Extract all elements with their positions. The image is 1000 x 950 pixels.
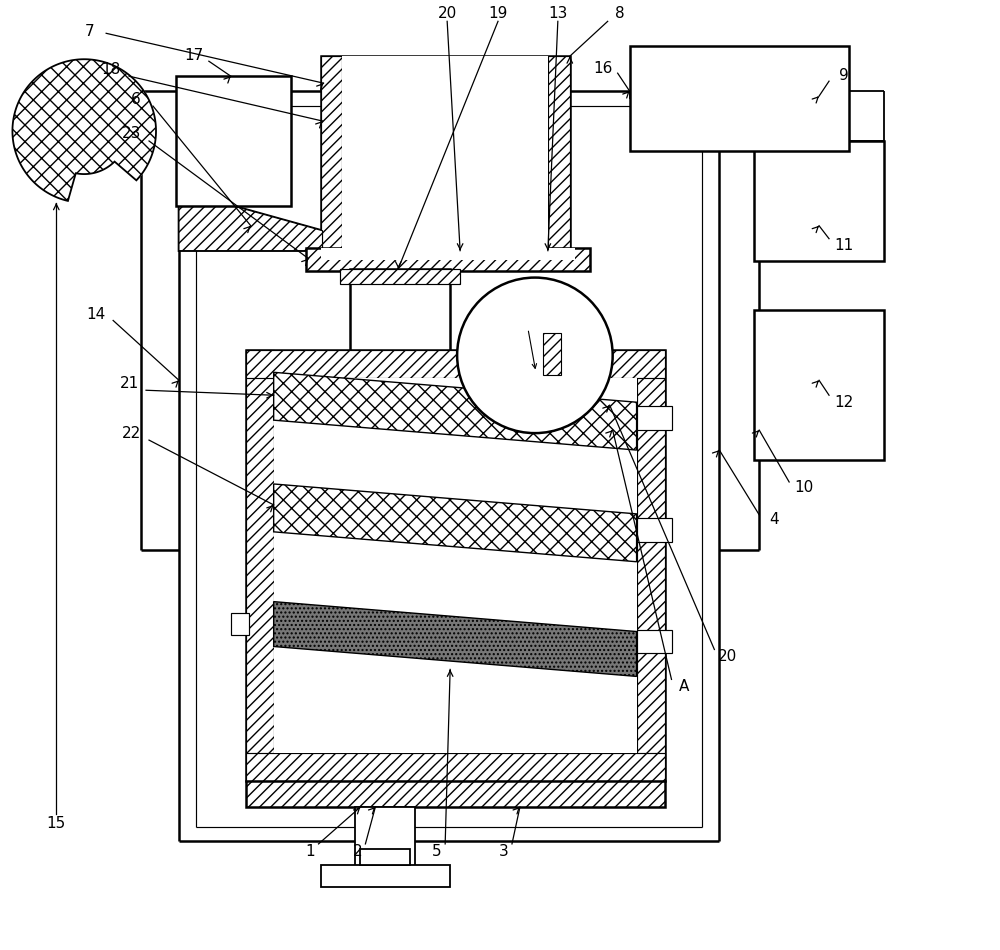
Text: 20: 20 bbox=[718, 649, 737, 664]
Text: 8: 8 bbox=[615, 6, 624, 21]
Bar bbox=[321, 56, 570, 251]
Bar bbox=[360, 849, 410, 865]
Polygon shape bbox=[179, 191, 323, 251]
Bar bbox=[630, 47, 849, 151]
Polygon shape bbox=[179, 191, 323, 251]
Bar bbox=[231, 613, 249, 635]
Polygon shape bbox=[12, 59, 156, 202]
Bar bbox=[274, 378, 637, 753]
Bar bbox=[637, 407, 672, 430]
Text: 7: 7 bbox=[84, 24, 94, 39]
Bar bbox=[176, 76, 291, 206]
Bar bbox=[548, 56, 570, 251]
Bar bbox=[342, 56, 548, 251]
Text: 17: 17 bbox=[184, 48, 204, 63]
Text: 4: 4 bbox=[769, 512, 779, 527]
Text: 11: 11 bbox=[834, 238, 854, 253]
Text: 21: 21 bbox=[119, 376, 139, 390]
Text: 19: 19 bbox=[488, 6, 508, 21]
Polygon shape bbox=[274, 372, 637, 450]
Bar bbox=[321, 56, 342, 251]
Bar bbox=[355, 808, 415, 866]
Polygon shape bbox=[274, 601, 637, 676]
Bar bbox=[637, 518, 672, 541]
Bar bbox=[340, 269, 460, 283]
Text: 16: 16 bbox=[593, 61, 612, 76]
Bar bbox=[246, 351, 665, 781]
Text: 10: 10 bbox=[794, 481, 814, 496]
Text: 14: 14 bbox=[87, 307, 106, 322]
Text: 18: 18 bbox=[102, 62, 121, 77]
Text: 9: 9 bbox=[839, 67, 849, 83]
Text: 2: 2 bbox=[353, 845, 362, 860]
Text: 3: 3 bbox=[499, 845, 509, 860]
Text: 23: 23 bbox=[121, 125, 141, 141]
Bar bbox=[306, 248, 590, 271]
Text: A: A bbox=[679, 679, 690, 694]
Polygon shape bbox=[274, 484, 637, 561]
Text: 22: 22 bbox=[121, 426, 141, 441]
Bar bbox=[321, 864, 450, 886]
Bar bbox=[246, 781, 665, 808]
Text: 13: 13 bbox=[548, 6, 568, 21]
Polygon shape bbox=[12, 59, 156, 201]
Bar bbox=[637, 630, 672, 654]
Text: 5: 5 bbox=[432, 845, 442, 860]
Text: 20: 20 bbox=[438, 6, 457, 21]
Bar bbox=[321, 248, 575, 259]
Polygon shape bbox=[12, 59, 156, 201]
Bar bbox=[754, 141, 884, 260]
Text: 1: 1 bbox=[306, 845, 315, 860]
Bar bbox=[246, 351, 665, 378]
Bar bbox=[350, 269, 450, 351]
Bar bbox=[246, 351, 274, 781]
Bar bbox=[543, 333, 561, 375]
Circle shape bbox=[457, 277, 613, 433]
Bar bbox=[246, 753, 665, 781]
Bar bbox=[637, 351, 665, 781]
Text: 6: 6 bbox=[131, 91, 141, 106]
Text: 12: 12 bbox=[834, 394, 854, 409]
Bar bbox=[754, 311, 884, 460]
Text: 15: 15 bbox=[47, 816, 66, 831]
